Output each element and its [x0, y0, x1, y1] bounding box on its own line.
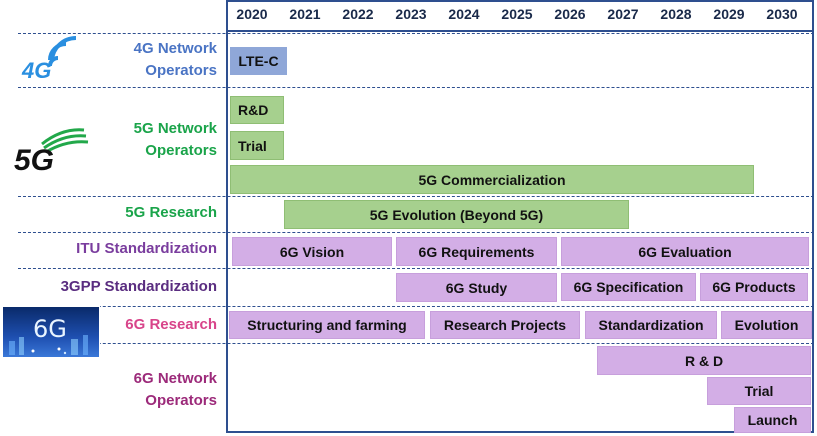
row-label-6g-research: 6G Research: [125, 316, 217, 333]
timeline-frame: [226, 0, 814, 433]
row-label-6g-operators: 6G Network Operators: [133, 370, 217, 409]
row-divider: [18, 306, 814, 307]
bar-evolution: Evolution: [721, 311, 812, 339]
year-label: 2026: [554, 6, 586, 22]
year-label: 2030: [766, 6, 798, 22]
logo-4g: 4G: [18, 35, 88, 83]
row-divider: [18, 196, 814, 197]
year-label: 2028: [660, 6, 692, 22]
year-label: 2029: [713, 6, 745, 22]
year-label: 2020: [236, 6, 268, 22]
bar-6g-rnd: R & D: [597, 346, 811, 375]
year-label: 2021: [289, 6, 321, 22]
row-divider: [18, 268, 814, 269]
row-label-3gpp: 3GPP Standardization: [60, 278, 217, 295]
signal-swoosh-icon: 5G: [14, 128, 89, 177]
year-label: 2024: [448, 6, 480, 22]
row-divider: [18, 87, 814, 88]
header-divider: [226, 30, 814, 32]
row-label-itu: ITU Standardization: [76, 240, 217, 257]
bar-lte-c: LTE-C: [230, 47, 287, 75]
bar-research-projects: Research Projects: [430, 311, 580, 339]
bar-5g-rnd: R&D: [230, 96, 284, 124]
row-label-4g-operators: 4G Network Operators: [133, 40, 217, 79]
logo-6g: 6G: [2, 306, 100, 358]
bar-5g-commercialization: 5G Commercialization: [230, 165, 754, 194]
city-lights-image: 6G: [9, 315, 88, 355]
bar-6g-study: 6G Study: [396, 273, 557, 302]
logo-6g-text: 6G: [33, 315, 67, 343]
logo-5g-text: 5G: [14, 144, 54, 174]
row-divider: [18, 232, 814, 233]
bar-6g-vision: 6G Vision: [232, 237, 392, 266]
bar-6g-specification: 6G Specification: [561, 273, 696, 301]
bar-5g-evolution: 5G Evolution (Beyond 5G): [284, 200, 629, 229]
bar-6g-products: 6G Products: [700, 273, 808, 301]
year-label: 2025: [501, 6, 533, 22]
bar-5g-trial: Trial: [230, 131, 284, 160]
year-label: 2023: [395, 6, 427, 22]
row-label-5g-operators: 5G Network Operators: [133, 120, 217, 159]
row-divider: [18, 343, 814, 344]
logo-5g: 5G: [12, 118, 92, 177]
logo-4g-text: 4G: [21, 58, 51, 82]
row-label-5g-research: 5G Research: [125, 204, 217, 221]
year-label: 2027: [607, 6, 639, 22]
bar-6g-trial: Trial: [707, 377, 811, 405]
bar-6g-requirements: 6G Requirements: [396, 237, 557, 266]
wifi-arc-icon: 4G: [21, 35, 77, 83]
bar-6g-evaluation: 6G Evaluation: [561, 237, 809, 266]
row-divider: [18, 33, 814, 34]
bar-structuring-and-farming: Structuring and farming: [229, 311, 425, 339]
year-label: 2022: [342, 6, 374, 22]
bar-6g-launch: Launch: [734, 407, 811, 433]
bar-standardization: Standardization: [585, 311, 717, 339]
